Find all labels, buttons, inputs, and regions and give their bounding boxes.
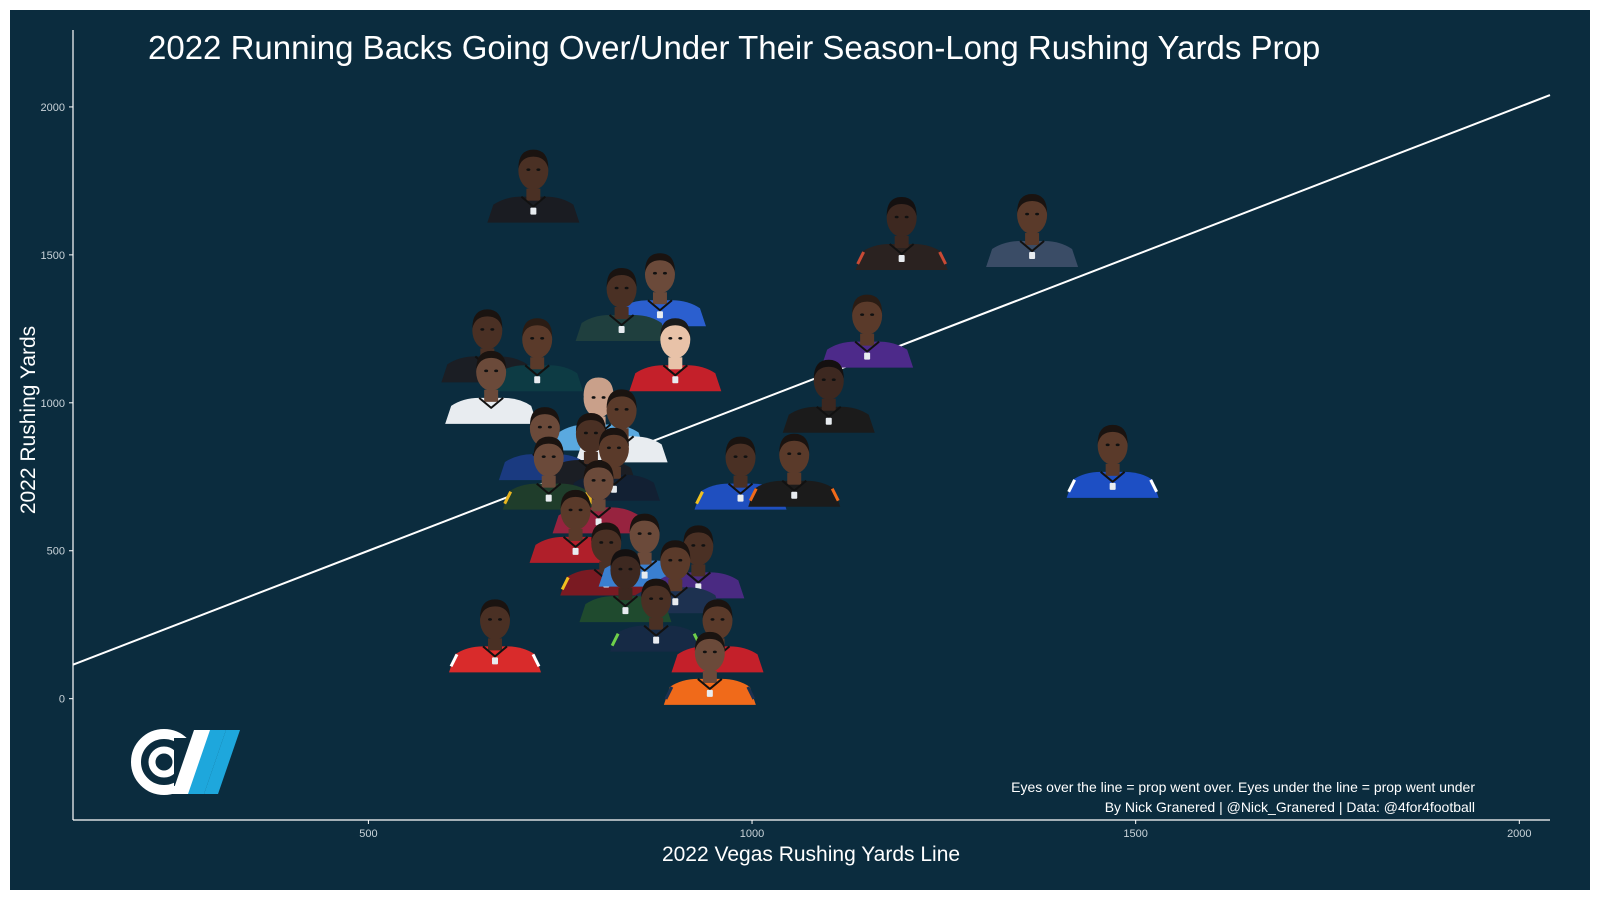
axes xyxy=(72,30,1550,821)
x-tick-label: 1000 xyxy=(740,828,764,840)
player-point xyxy=(487,149,580,223)
chart-title: 2022 Running Backs Going Over/Under Thei… xyxy=(148,29,1320,66)
y-tick-label: 0 xyxy=(59,694,65,706)
player-point xyxy=(449,599,541,673)
player-point xyxy=(821,294,914,368)
y-tick-label: 1500 xyxy=(41,250,65,262)
x-tick-label: 2000 xyxy=(1507,828,1531,840)
chart-panel: 2022 Running Backs Going Over/Under Thei… xyxy=(10,10,1590,890)
player-point xyxy=(663,631,756,705)
player-point xyxy=(855,196,948,270)
caption-credits: By Nick Granered | @Nick_Granered | Data… xyxy=(1105,799,1475,815)
player-points xyxy=(441,149,1159,705)
y-tick-label: 2000 xyxy=(41,102,65,114)
player-point xyxy=(575,268,668,342)
player-point xyxy=(613,253,706,327)
caption-explanation: Eyes over the line = prop went over. Eye… xyxy=(1011,779,1475,795)
y-axis-label: 2022 Rushing Yards xyxy=(17,326,40,514)
chart-svg: 2022 Running Backs Going Over/Under Thei… xyxy=(17,29,1551,866)
y-tick-label: 1000 xyxy=(41,398,65,410)
player-point xyxy=(986,194,1079,268)
cw-logo-icon xyxy=(131,729,240,795)
player-point xyxy=(491,318,584,392)
player-point xyxy=(610,578,703,652)
y-tick-label: 500 xyxy=(47,546,65,558)
x-tick-label: 1500 xyxy=(1123,828,1147,840)
x-tick-label: 500 xyxy=(359,828,377,840)
player-point xyxy=(445,350,538,424)
reference-line-y-equals-x xyxy=(72,94,1551,666)
player-point xyxy=(1066,424,1159,498)
player-point xyxy=(782,359,875,433)
player-point xyxy=(748,433,841,507)
x-axis-ticks: 500 1000 1500 2000 xyxy=(359,820,1532,840)
x-axis-label: 2022 Vegas Rushing Yards Line xyxy=(662,843,960,866)
y-axis-ticks: 0 500 1000 1500 2000 xyxy=(41,102,73,706)
player-point xyxy=(629,318,722,392)
